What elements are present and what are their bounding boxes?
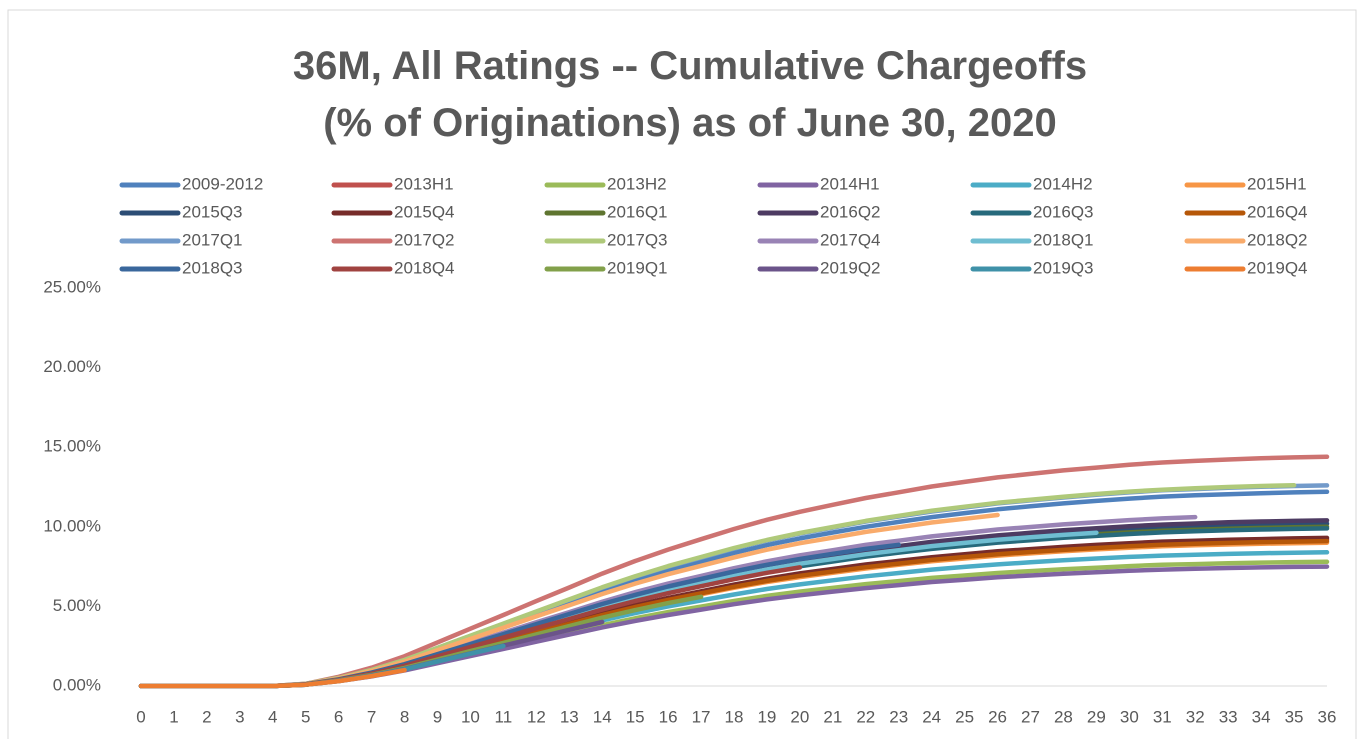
x-tick-label: 29: [1087, 707, 1106, 726]
x-tick-label: 15: [626, 707, 645, 726]
y-tick-label: 25.00%: [43, 277, 101, 296]
legend-label: 2016Q4: [1247, 202, 1308, 221]
y-tick-label: 0.00%: [53, 675, 101, 694]
legend-label: 2015Q3: [182, 202, 243, 221]
x-tick-label: 6: [334, 707, 343, 726]
legend-label: 2019Q4: [1247, 258, 1308, 277]
legend-label: 2009-2012: [182, 174, 263, 193]
x-tick-label: 19: [757, 707, 776, 726]
x-tick-label: 5: [301, 707, 310, 726]
x-tick-label: 3: [235, 707, 244, 726]
x-tick-label: 14: [593, 707, 612, 726]
x-tick-label: 13: [560, 707, 579, 726]
legend-label: 2014H1: [820, 174, 880, 193]
x-tick-label: 17: [692, 707, 711, 726]
x-tick-label: 28: [1054, 707, 1073, 726]
legend-label: 2018Q2: [1247, 230, 1308, 249]
x-tick-label: 22: [856, 707, 875, 726]
legend-label: 2015Q4: [394, 202, 455, 221]
x-tick-label: 26: [988, 707, 1007, 726]
x-tick-label: 25: [955, 707, 974, 726]
x-tick-label: 2: [202, 707, 211, 726]
x-tick-label: 0: [136, 707, 145, 726]
legend-label: 2017Q2: [394, 230, 455, 249]
x-tick-label: 35: [1285, 707, 1304, 726]
series-line: [138, 482, 1297, 689]
x-tick-label: 1: [169, 707, 178, 726]
x-tick-label: 7: [367, 707, 376, 726]
series-line: [138, 537, 1330, 689]
x-tick-label: 30: [1120, 707, 1139, 726]
x-tick-label: 20: [790, 707, 809, 726]
x-tick-label: 33: [1219, 707, 1238, 726]
x-tick-label: 8: [400, 707, 409, 726]
x-tick-label: 34: [1252, 707, 1271, 726]
x-tick-label: 4: [268, 707, 277, 726]
y-tick-label: 15.00%: [43, 437, 101, 456]
series-line: [138, 538, 1330, 689]
x-tick-label: 21: [823, 707, 842, 726]
legend-label: 2016Q1: [607, 202, 668, 221]
legend-label: 2014H2: [1033, 174, 1093, 193]
y-tick-label: 5.00%: [53, 596, 101, 615]
x-tick-label: 31: [1153, 707, 1172, 726]
chart-frame: [7, 9, 1357, 739]
legend-label: 2017Q4: [820, 230, 881, 249]
x-tick-label: 12: [527, 707, 546, 726]
x-tick-label: 24: [922, 707, 941, 726]
x-tick-label: 16: [659, 707, 678, 726]
legend-label: 2015H1: [1247, 174, 1307, 193]
legend-label: 2013H2: [607, 174, 667, 193]
legend-label: 2019Q1: [607, 258, 668, 277]
legend-label: 2017Q1: [182, 230, 243, 249]
legend-label: 2013H1: [394, 174, 454, 193]
x-tick-label: 27: [1021, 707, 1040, 726]
legend-label: 2019Q3: [1033, 258, 1094, 277]
chart-title: 36M, All Ratings -- Cumulative Chargeoff…: [292, 44, 1088, 145]
y-tick-label: 10.00%: [43, 516, 101, 535]
x-tick-label: 36: [1318, 707, 1337, 726]
x-tick-label: 32: [1186, 707, 1205, 726]
x-tick-label: 18: [725, 707, 744, 726]
series-line: [138, 667, 407, 689]
x-tick-label: 23: [889, 707, 908, 726]
legend-label: 2018Q4: [394, 258, 455, 277]
y-tick-label: 20.00%: [43, 357, 101, 376]
legend-label: 2017Q3: [607, 230, 668, 249]
x-tick-label: 10: [461, 707, 480, 726]
legend-label: 2018Q1: [1033, 230, 1094, 249]
series-line: [138, 535, 1330, 689]
legend-label: 2019Q2: [820, 258, 881, 277]
x-tick-label: 11: [495, 707, 513, 726]
legend-label: 2016Q2: [820, 202, 881, 221]
legend-label: 2016Q3: [1033, 202, 1094, 221]
x-tick-label: 9: [433, 707, 442, 726]
legend-label: 2018Q3: [182, 258, 243, 277]
